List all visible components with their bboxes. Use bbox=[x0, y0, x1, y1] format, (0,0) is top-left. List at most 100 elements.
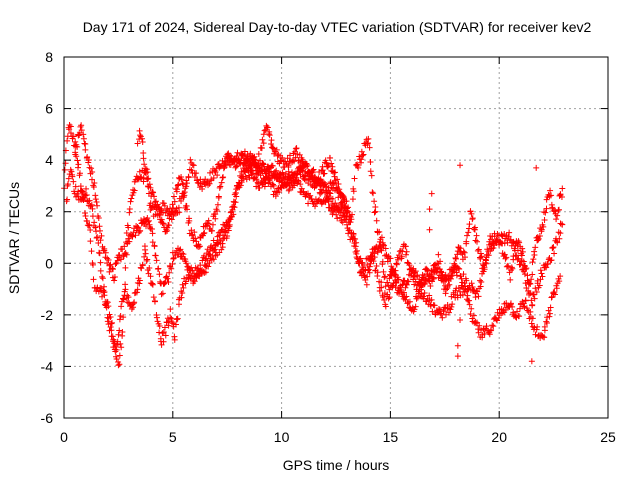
data-point-track-B bbox=[463, 288, 470, 295]
data-point-track-B bbox=[103, 304, 110, 311]
data-point-track-C bbox=[117, 256, 124, 263]
data-point-track-D bbox=[140, 150, 147, 157]
data-point-track-C bbox=[280, 175, 287, 182]
data-point-track-C bbox=[382, 273, 389, 280]
data-point-track-C bbox=[535, 235, 542, 242]
data-point-track-C bbox=[392, 267, 399, 274]
data-point-track-D bbox=[322, 157, 329, 164]
data-point-track-C bbox=[452, 255, 459, 262]
data-point-track-C bbox=[376, 242, 383, 249]
y-tick-label: 2 bbox=[45, 204, 53, 220]
data-point-track-C bbox=[427, 282, 434, 289]
data-point-track-D bbox=[266, 132, 273, 139]
data-point-track-A bbox=[66, 122, 73, 129]
data-point-track-C bbox=[300, 173, 307, 180]
data-point-track-C bbox=[515, 238, 522, 245]
data-point-track-C bbox=[419, 274, 426, 281]
data-point-track-C bbox=[177, 246, 184, 253]
data-point-track-B bbox=[101, 301, 108, 308]
data-point-track-C bbox=[270, 172, 277, 179]
data-point-track-B bbox=[368, 252, 375, 259]
data-point-track-C bbox=[510, 253, 517, 260]
data-point-track-C bbox=[553, 216, 560, 223]
data-point-track-C bbox=[78, 127, 85, 134]
data-point-track-A bbox=[559, 221, 566, 228]
data-point-track-B bbox=[543, 318, 550, 325]
data-point-track-B bbox=[546, 313, 553, 320]
data-point-track-C bbox=[471, 224, 478, 231]
y-tick-label: -6 bbox=[41, 410, 54, 426]
data-point-track-C bbox=[481, 266, 488, 273]
data-point-track-C bbox=[114, 257, 121, 264]
data-point-track-B bbox=[256, 184, 263, 191]
data-point-track-C bbox=[440, 278, 447, 285]
data-point-track-C bbox=[558, 193, 565, 200]
data-point-track-C bbox=[156, 271, 163, 278]
data-point-track-A bbox=[468, 280, 475, 287]
data-point-track-C bbox=[292, 177, 299, 184]
data-point-track-D bbox=[191, 229, 198, 236]
data-point-track-B bbox=[466, 301, 473, 308]
data-point-track-C bbox=[88, 165, 95, 172]
data-point-track-C bbox=[166, 269, 173, 276]
data-point-track-A bbox=[388, 263, 395, 270]
data-point-track-D bbox=[192, 235, 199, 242]
data-point-track-C bbox=[541, 217, 548, 224]
data-point-track-A bbox=[107, 314, 114, 321]
data-point-track-C bbox=[211, 247, 218, 254]
data-point-track-B bbox=[371, 254, 378, 261]
data-point-track-C bbox=[543, 205, 550, 212]
data-point-track-B bbox=[92, 224, 99, 231]
data-point-track-D bbox=[158, 216, 165, 223]
data-point-track-A bbox=[532, 285, 539, 292]
data-point-track-A bbox=[549, 245, 556, 252]
data-point-track-A bbox=[536, 282, 543, 289]
data-point-track-A bbox=[187, 156, 194, 163]
data-point-track-C bbox=[531, 252, 538, 259]
data-point-track-C bbox=[82, 141, 89, 147]
data-point-track-C bbox=[374, 229, 381, 236]
data-point-track-D bbox=[254, 167, 261, 174]
data-point-track-D bbox=[241, 148, 248, 155]
data-point-track-C bbox=[93, 199, 100, 206]
data-point-track-D bbox=[237, 159, 244, 166]
data-point-track-C bbox=[221, 228, 228, 235]
data-point-track-C bbox=[475, 246, 482, 253]
data-point-track-C bbox=[143, 223, 150, 230]
data-point-track-B bbox=[156, 323, 163, 330]
data-point-track-C bbox=[487, 236, 494, 243]
data-point-track-C bbox=[277, 171, 284, 178]
data-point-track-C bbox=[460, 248, 467, 255]
data-point-track-D bbox=[181, 192, 188, 199]
data-point-track-C bbox=[349, 211, 356, 218]
data-point-track-C bbox=[540, 223, 547, 230]
data-point-track-D bbox=[307, 172, 314, 179]
data-point-track-C bbox=[112, 261, 119, 268]
data-point-track-B bbox=[101, 283, 108, 290]
data-point-track-B bbox=[272, 193, 279, 200]
data-point-track-B bbox=[149, 280, 156, 287]
data-point-track-C bbox=[448, 273, 455, 280]
data-point-track-D bbox=[341, 204, 348, 211]
data-point-track-C bbox=[191, 278, 198, 285]
data-point-track-C bbox=[542, 209, 549, 216]
x-tick-label: 10 bbox=[274, 429, 290, 445]
data-point-track-D bbox=[340, 195, 347, 202]
data-point-track-B bbox=[101, 289, 108, 296]
data-point-track-C bbox=[364, 140, 371, 147]
data-point-track-C bbox=[271, 168, 278, 175]
data-point-track-A bbox=[74, 157, 81, 164]
data-point-track-D bbox=[140, 155, 147, 162]
data-point-track-B bbox=[356, 260, 363, 267]
data-point-track-C bbox=[473, 232, 480, 239]
y-tick-label: 4 bbox=[45, 152, 53, 168]
data-point-track-A bbox=[115, 362, 122, 369]
data-point-track-B bbox=[206, 260, 213, 267]
data-point-track-C bbox=[152, 252, 159, 259]
data-point-track-C bbox=[338, 199, 345, 206]
data-point-track-B bbox=[386, 286, 393, 293]
data-point-track-C bbox=[508, 267, 515, 274]
data-point-track-A bbox=[384, 258, 391, 265]
data-point-track-B bbox=[403, 293, 410, 300]
